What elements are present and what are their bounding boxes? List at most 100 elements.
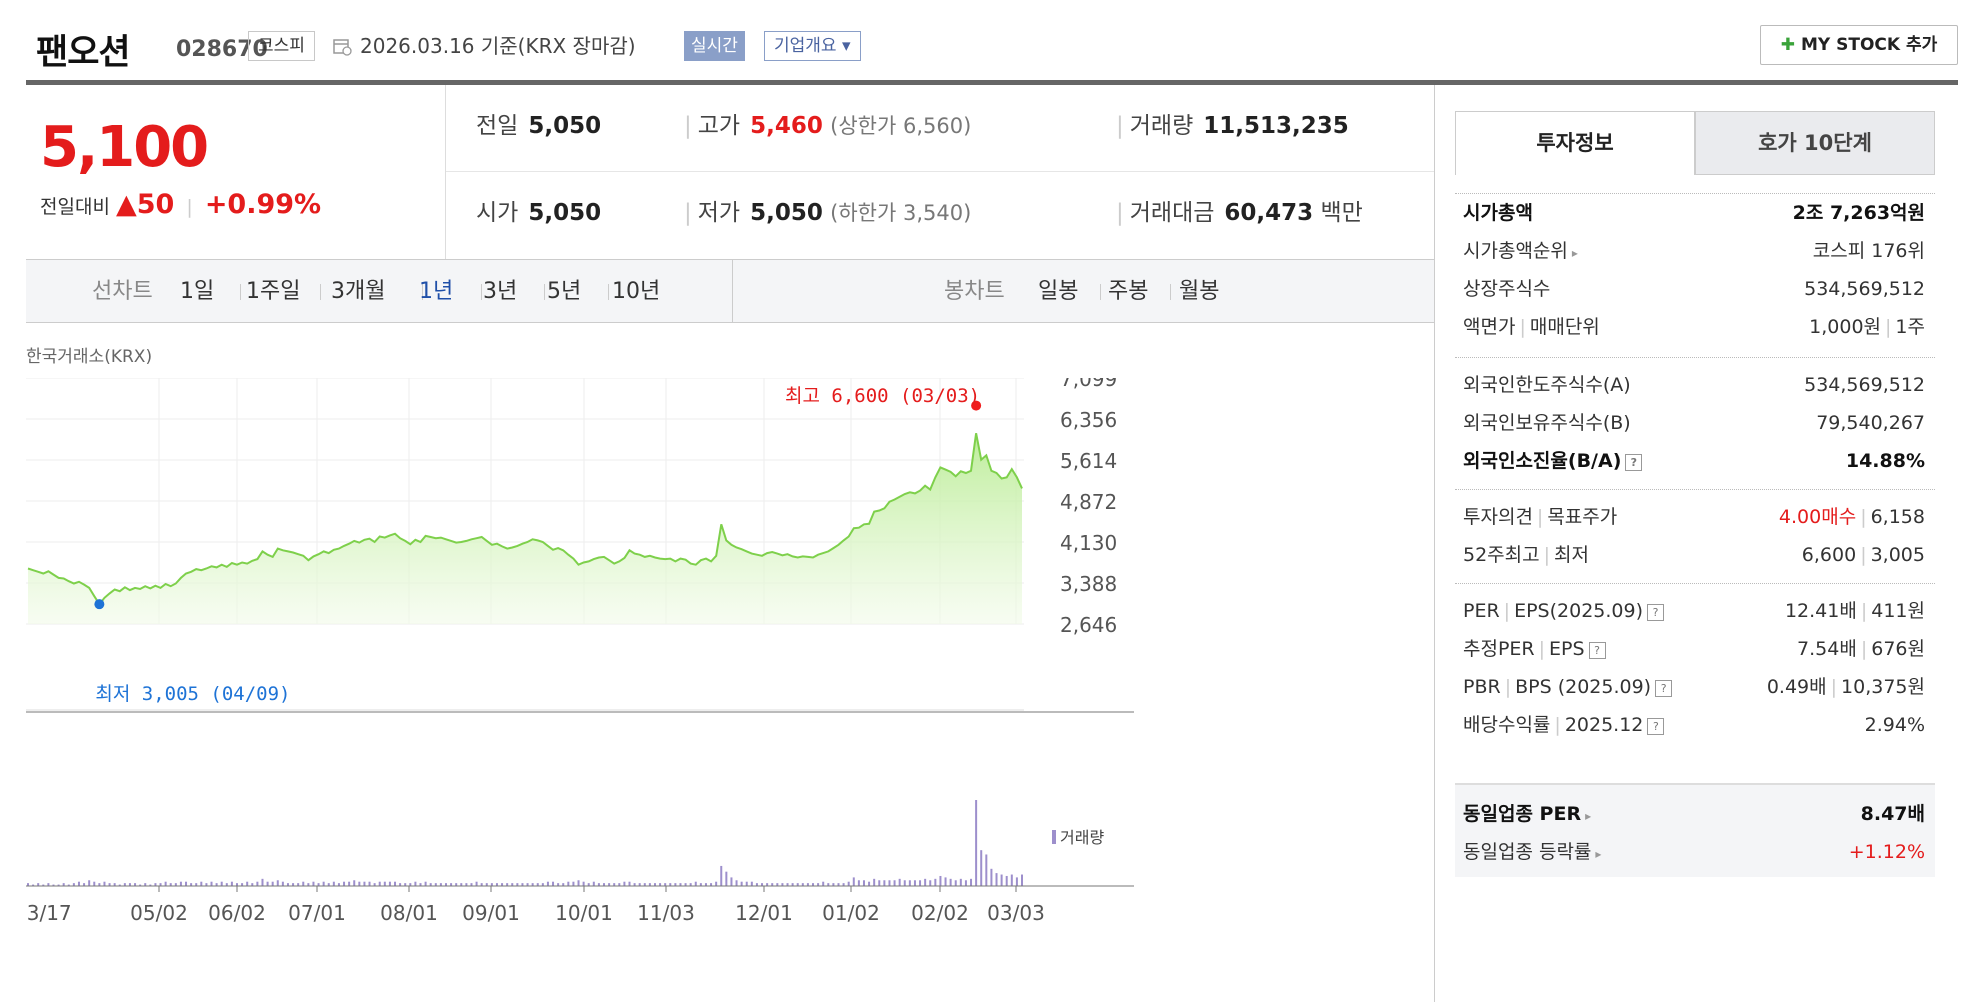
- volume-bar: [954, 880, 957, 886]
- volume-bar: [322, 881, 325, 886]
- volume-bar: [434, 883, 437, 886]
- industry-change-link[interactable]: 동일업종 등락률 ▸: [1463, 841, 1602, 863]
- volume-bar: [358, 881, 361, 886]
- volume-bar: [766, 883, 769, 886]
- price-line: [27, 433, 1023, 606]
- help-icon[interactable]: ?: [1647, 604, 1664, 621]
- help-icon[interactable]: ?: [1588, 642, 1606, 659]
- volume-bar: [985, 854, 988, 886]
- volume-bar: [220, 881, 223, 886]
- volume-bar: [1021, 874, 1023, 886]
- tab-1d[interactable]: 1일: [180, 279, 215, 304]
- tab-order-book[interactable]: 호가 10단계: [1695, 111, 1935, 175]
- company-overview-dropdown[interactable]: 기업개요 ▾: [764, 31, 861, 61]
- tab-daily[interactable]: 일봉: [1038, 279, 1079, 304]
- tab-1y[interactable]: 1년: [419, 279, 454, 304]
- volume-bar: [592, 881, 595, 886]
- help-icon[interactable]: ?: [1625, 454, 1643, 471]
- volume-bar: [154, 883, 157, 886]
- volume-bar: [118, 884, 121, 886]
- volume-bar: [516, 883, 519, 886]
- volume-bar: [292, 883, 295, 886]
- plus-icon: ✚: [1780, 35, 1795, 55]
- market-cap-rank-link[interactable]: 시가총액순위 ▸: [1463, 240, 1578, 262]
- volume-bar: [414, 881, 417, 886]
- volume-bar: [210, 881, 213, 886]
- volume-bar: [373, 883, 376, 886]
- volume-bar: [893, 880, 896, 886]
- volume-bar: [878, 880, 881, 886]
- help-icon[interactable]: ?: [1655, 680, 1673, 697]
- volume-bar: [827, 883, 830, 886]
- volume-bar: [215, 883, 218, 886]
- volume-bar: [159, 883, 162, 886]
- volume-bar: [67, 884, 70, 886]
- volume-bar: [883, 880, 886, 886]
- volume-bar: [317, 883, 320, 886]
- volume-bar: [618, 883, 621, 886]
- change-percent: +0.99%: [204, 189, 322, 220]
- price-chart: 7,099 6,356 5,614 4,872 4,130 3,388 2,646 최고 6,…: [26, 378, 1134, 925]
- volume-bar: [343, 881, 346, 886]
- volume-bar: [868, 881, 871, 886]
- tab-3m[interactable]: 3개월: [331, 279, 386, 304]
- volume-bar: [230, 881, 233, 886]
- x-tick-label: 07/01: [288, 901, 346, 925]
- volume-bar: [174, 883, 177, 886]
- volume-bar: [582, 881, 585, 886]
- volume-bar: [37, 883, 40, 886]
- volume-bar: [812, 883, 815, 886]
- volume-bar: [164, 881, 167, 886]
- volume-bar: [852, 877, 855, 886]
- market-cap-section: 시가총액 2조 7,263억원 시가총액순위 ▸ 코스피 176위 상장주식수 534,…: [1455, 193, 1935, 346]
- volume-bar: [93, 881, 96, 886]
- volume-bar: [256, 881, 259, 886]
- current-price-box: 5,100 전일대비 ▲50 | +0.99%: [26, 85, 446, 259]
- volume-bar: [378, 881, 381, 886]
- volume-bar: [541, 883, 544, 886]
- volume-bar: [776, 883, 779, 886]
- volume-bar: [1005, 875, 1008, 886]
- tab-monthly[interactable]: 월봉: [1179, 279, 1220, 304]
- volume-bar: [77, 881, 80, 886]
- add-mystock-button[interactable]: ✚ MY STOCK 추가: [1760, 25, 1958, 65]
- volume-bar: [628, 881, 631, 886]
- tab-investment-info[interactable]: 투자정보: [1455, 111, 1695, 175]
- volume-bar: [715, 881, 718, 886]
- tab-10y[interactable]: 10년: [612, 279, 661, 304]
- volume-bar: [679, 883, 682, 886]
- volume-bar: [613, 883, 616, 886]
- industry-per-link[interactable]: 동일업종 PER ▸: [1463, 803, 1592, 825]
- tab-1w[interactable]: 1주일: [246, 279, 301, 304]
- volume-bar: [205, 883, 208, 886]
- stock-code: 028670: [176, 37, 268, 62]
- header-divider: [26, 80, 1958, 85]
- realtime-button[interactable]: 실시간: [684, 31, 745, 61]
- base-date: 2026.03.16 기준(KRX 장마감): [360, 34, 636, 58]
- volume-bar: [490, 883, 493, 886]
- volume-bar: [465, 883, 468, 886]
- volume-bar: [42, 884, 45, 886]
- volume-bar: [781, 883, 784, 886]
- y-tick-label: 2,646: [1060, 613, 1117, 637]
- volume-bar: [88, 880, 91, 886]
- volume-bar: [103, 881, 106, 886]
- volume-bar: [501, 883, 504, 886]
- volume-bar: [531, 883, 534, 886]
- volume-bar: [195, 883, 198, 886]
- volume-bar: [684, 883, 687, 886]
- volume-bar: [470, 883, 473, 886]
- tab-5y[interactable]: 5년: [547, 279, 582, 304]
- volume-bar: [225, 883, 228, 886]
- x-tick-label: 05/02: [130, 901, 188, 925]
- tab-3y[interactable]: 3년: [483, 279, 518, 304]
- tab-weekly[interactable]: 주봉: [1108, 279, 1149, 304]
- volume-bar: [128, 883, 131, 886]
- price-change: 전일대비 ▲50 | +0.99%: [40, 189, 322, 220]
- help-icon[interactable]: ?: [1647, 718, 1665, 735]
- volume-bar: [169, 883, 172, 886]
- volume-bar: [251, 883, 254, 886]
- volume-bar: [179, 881, 182, 886]
- volume-bar: [755, 883, 758, 886]
- x-tick-label: 10/01: [555, 901, 613, 925]
